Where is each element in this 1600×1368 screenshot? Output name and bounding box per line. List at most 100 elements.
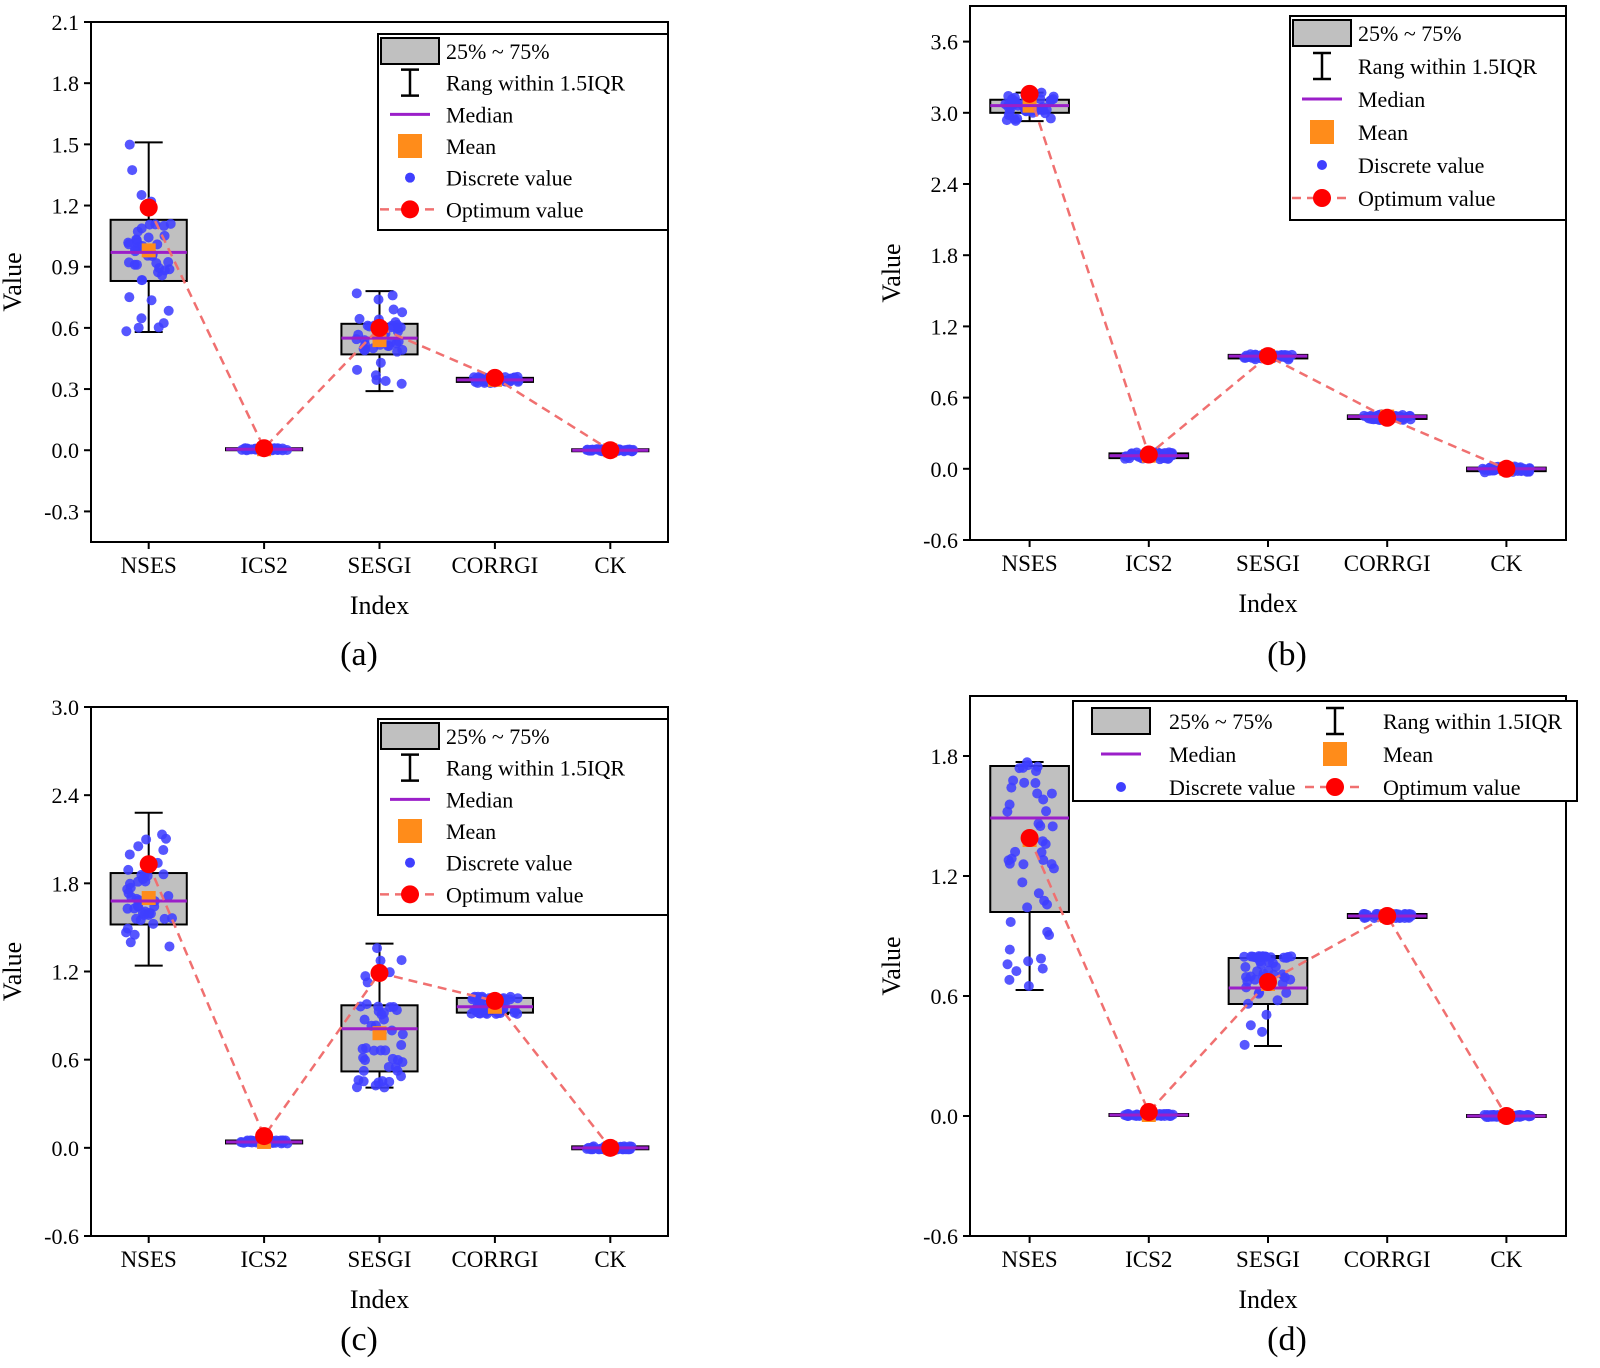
discrete-point xyxy=(370,1080,381,1091)
discrete-point xyxy=(376,1009,387,1020)
discrete-point xyxy=(396,955,407,966)
legend-discrete: Discrete value xyxy=(405,166,572,191)
y-tick-label: 0.0 xyxy=(931,457,959,482)
discrete-point xyxy=(1047,821,1058,832)
y-tick-label: 3.0 xyxy=(52,695,80,720)
optimum-point xyxy=(601,1138,620,1157)
chart-panel-1: -0.3 0.0 0.3 0.6 0.9 1.2 1.5 1.8 2.1 NSES ICS2 SESG… xyxy=(0,10,669,673)
discrete-point xyxy=(384,1076,395,1087)
y-axis-label: Value xyxy=(0,252,27,311)
legend-mean-icon xyxy=(1310,120,1334,144)
discrete-point xyxy=(1030,778,1041,789)
discrete-point xyxy=(1022,902,1033,913)
box-nses xyxy=(109,139,188,337)
y-tick-label: -0.3 xyxy=(44,499,79,524)
legend-box-icon xyxy=(1091,707,1151,735)
y-tick-label: 2.1 xyxy=(52,10,80,35)
optimum-point xyxy=(139,198,158,217)
y-tick-label: 0.6 xyxy=(931,984,959,1009)
y-tick-label: 2.4 xyxy=(931,172,959,197)
legend-discrete-label: Discrete value xyxy=(446,166,572,191)
discrete-point xyxy=(167,913,178,924)
discrete-point xyxy=(154,262,165,273)
legend-box-label: 25% ~ 75% xyxy=(446,724,550,749)
discrete-point xyxy=(362,977,373,988)
discrete-point xyxy=(1257,951,1268,962)
discrete-point xyxy=(158,318,169,329)
legend-median-label: Median xyxy=(446,787,513,812)
discrete-point xyxy=(159,230,170,241)
y-tick-label: 0.0 xyxy=(52,438,80,463)
legend-median: Median xyxy=(1101,742,1236,767)
optimum-point xyxy=(1139,445,1158,464)
legend-frame xyxy=(1289,15,1567,221)
legend-discrete: Discrete value xyxy=(1317,153,1484,178)
legend-optimum: Optimum value xyxy=(1305,775,1520,800)
x-axis-label: Index xyxy=(1238,589,1297,618)
discrete-point xyxy=(148,918,159,929)
legend: 25% ~ 75% Rang within 1.5IQR Median Mean Dis… xyxy=(1072,700,1578,802)
discrete-point xyxy=(391,1005,402,1016)
y-tick-label: 1.8 xyxy=(52,71,80,96)
chart-panel-3: -0.6 0.0 0.6 1.2 1.8 2.4 3.0 NSES ICS2 SESGI CORRG… xyxy=(0,695,669,1358)
y-axis-label: Value xyxy=(877,936,906,995)
discrete-point xyxy=(1004,799,1015,810)
y-tick-label: 0.0 xyxy=(52,1136,80,1161)
chart-panel-4: -0.6 0.0 0.6 1.2 1.8 NSES ICS2 SESGI CORRGI CK Ind… xyxy=(877,695,1578,1358)
discrete-point xyxy=(1245,1020,1256,1031)
legend-mean-label: Mean xyxy=(1358,120,1408,145)
discrete-point xyxy=(1245,971,1256,982)
discrete-point xyxy=(129,903,140,914)
legend-optimum: Optimum value xyxy=(1292,186,1495,211)
legend-mean-label: Mean xyxy=(1383,742,1433,767)
discrete-point xyxy=(359,1014,370,1025)
discrete-point xyxy=(375,955,386,966)
x-tick-label: SESGI xyxy=(348,553,412,578)
legend-range: Rang within 1.5IQR xyxy=(401,68,625,97)
optimum-point xyxy=(1497,459,1516,478)
discrete-point xyxy=(397,1029,408,1040)
discrete-point xyxy=(1257,1026,1268,1037)
discrete-point xyxy=(1007,94,1018,105)
discrete-point xyxy=(1046,788,1057,799)
panel-label: (c) xyxy=(340,1321,378,1358)
discrete-point xyxy=(375,357,386,368)
optimum-point xyxy=(1378,408,1397,427)
y-tick-label: 3.6 xyxy=(931,30,959,55)
legend-median-label: Median xyxy=(1358,87,1425,112)
legend-optimum-icon xyxy=(401,885,419,904)
box-nses xyxy=(109,811,188,967)
legend-mean-label: Mean xyxy=(446,819,496,844)
discrete-point xyxy=(397,307,408,318)
discrete-point xyxy=(143,232,154,243)
discrete-point xyxy=(392,346,403,357)
discrete-point xyxy=(1246,951,1257,962)
discrete-point xyxy=(354,313,365,324)
discrete-point xyxy=(123,864,134,875)
legend-box-icon xyxy=(380,37,440,65)
legend-optimum: Optimum value xyxy=(380,197,583,222)
y-tick-label: 1.2 xyxy=(931,314,959,339)
discrete-point xyxy=(137,275,148,286)
discrete-point xyxy=(373,294,384,305)
discrete-point xyxy=(163,305,174,316)
panel-label: (d) xyxy=(1267,1321,1307,1358)
discrete-point xyxy=(1278,952,1289,963)
discrete-point xyxy=(358,1065,369,1076)
discrete-point xyxy=(1239,951,1250,962)
legend-optimum-icon xyxy=(1313,189,1331,207)
box-nses xyxy=(989,757,1070,992)
discrete-point xyxy=(164,941,175,952)
y-axis-label: Value xyxy=(0,942,27,1001)
x-tick-label: CK xyxy=(1490,1247,1522,1272)
optimum-point xyxy=(139,855,158,874)
discrete-point xyxy=(1239,1039,1250,1050)
discrete-point xyxy=(123,257,134,268)
discrete-point xyxy=(1048,863,1059,874)
discrete-point xyxy=(1032,788,1043,799)
legend-optimum-label: Optimum value xyxy=(1383,775,1520,800)
discrete-point xyxy=(391,338,402,349)
legend-median: Median xyxy=(390,787,513,812)
discrete-point xyxy=(121,326,132,337)
legend-box: 25% ~ 75% xyxy=(1292,19,1462,47)
